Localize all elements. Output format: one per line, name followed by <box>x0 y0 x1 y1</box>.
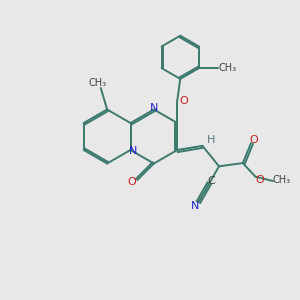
Text: CH₃: CH₃ <box>273 176 291 185</box>
Text: C: C <box>207 176 215 186</box>
Text: O: O <box>250 134 258 145</box>
Text: O: O <box>128 177 136 188</box>
Text: N: N <box>150 103 158 113</box>
Text: N: N <box>191 201 199 211</box>
Text: O: O <box>179 96 188 106</box>
Text: O: O <box>256 175 264 185</box>
Text: H: H <box>207 135 216 146</box>
Text: CH₃: CH₃ <box>218 62 236 73</box>
Text: N: N <box>129 146 137 157</box>
Text: CH₃: CH₃ <box>88 77 106 88</box>
